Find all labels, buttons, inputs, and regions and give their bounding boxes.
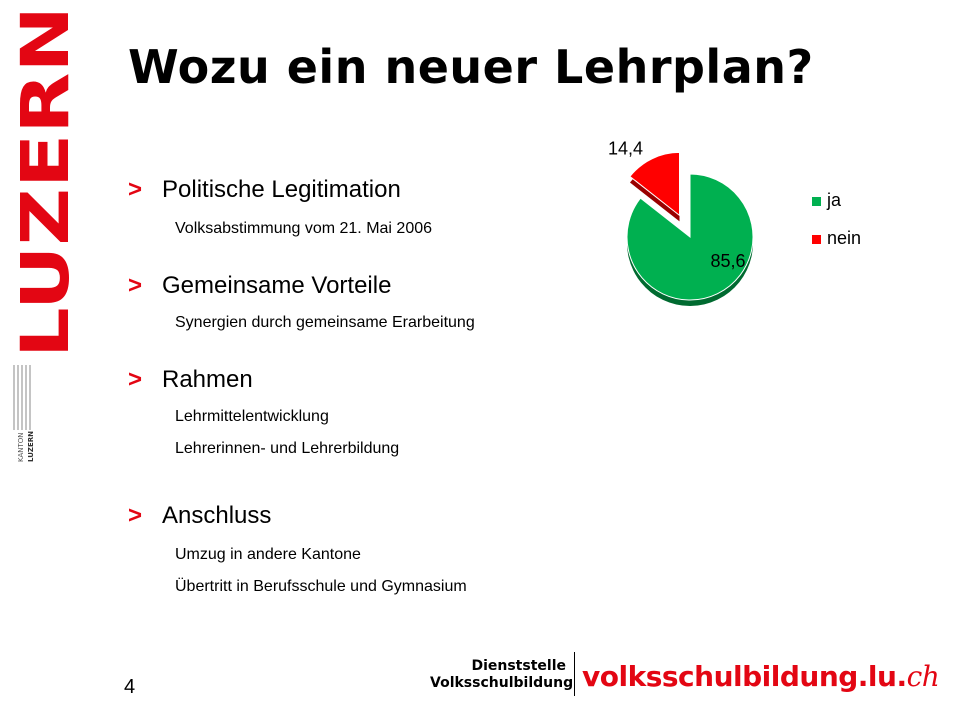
legend-swatch-ja: [812, 197, 821, 206]
bullet-marker: >: [128, 272, 143, 299]
data-label-nein: 14,4: [608, 138, 643, 158]
bullet-heading: Anschluss: [162, 502, 272, 529]
bullet-subtext: Übertritt in Berufsschule und Gymnasium: [175, 578, 467, 595]
seal-text-top: KANTON: [17, 432, 25, 462]
bullet-item: > Politische Legitimation: [128, 176, 401, 204]
site-tld: ch: [906, 660, 940, 693]
legend-label-nein: nein: [827, 228, 861, 248]
dienststelle-label: Dienststelle Volksschulbildung: [430, 658, 574, 692]
bullet-subtext: Lehrmittelentwicklung: [175, 408, 329, 425]
legend-label-ja: ja: [826, 190, 842, 210]
data-label-ja: 85,6: [710, 251, 745, 271]
bullet-subtext: Umzug in andere Kantone: [175, 546, 361, 563]
bullet-heading: Gemeinsame Vorteile: [162, 272, 392, 299]
site-name: volksschulbildung.lu.: [582, 660, 907, 693]
bullet-item: > Anschluss: [128, 502, 271, 530]
bullet-heading: Politische Legitimation: [162, 176, 401, 203]
pie-slice-ja: [626, 173, 754, 301]
bullet-item: > Rahmen: [128, 366, 253, 394]
page-title: Wozu ein neuer Lehrplan?: [128, 40, 814, 94]
bullet-marker: >: [128, 176, 143, 203]
footer-divider: [574, 652, 575, 696]
bullet-marker: >: [128, 366, 143, 393]
footer: Dienststelle Volksschulbildung volksschu…: [430, 652, 940, 702]
luzern-wordmark: LUZERN: [7, 6, 84, 358]
bullet-subtext: Synergien durch gemeinsame Erarbeitung: [175, 314, 475, 331]
pie-chart-svg: 85,6 14,4 ja nein: [608, 138, 861, 306]
bullet-subtext: Volksabstimmung vom 21. Mai 2006: [175, 220, 433, 237]
dienststelle-line1: Dienststelle: [471, 658, 566, 674]
page-number: 4: [124, 676, 136, 698]
pie-slice-nein: [629, 151, 681, 217]
bullet-marker: >: [128, 502, 143, 529]
dienststelle-line2: Volksschulbildung: [430, 675, 574, 691]
site-brand: volksschulbildung.lu.ch: [582, 660, 940, 693]
pie-chart: 85,6 14,4 ja nein: [590, 120, 920, 320]
bullet-item: > Gemeinsame Vorteile: [128, 272, 391, 300]
bullet-subtext: Lehrerinnen- und Lehrerbildung: [175, 440, 400, 457]
bullet-heading: Rahmen: [162, 366, 253, 393]
kanton-luzern-logo: LUZERN KANTON LUZERN: [0, 0, 90, 480]
seal-text-bottom: LUZERN: [27, 431, 35, 462]
legend-swatch-nein: [812, 235, 821, 244]
